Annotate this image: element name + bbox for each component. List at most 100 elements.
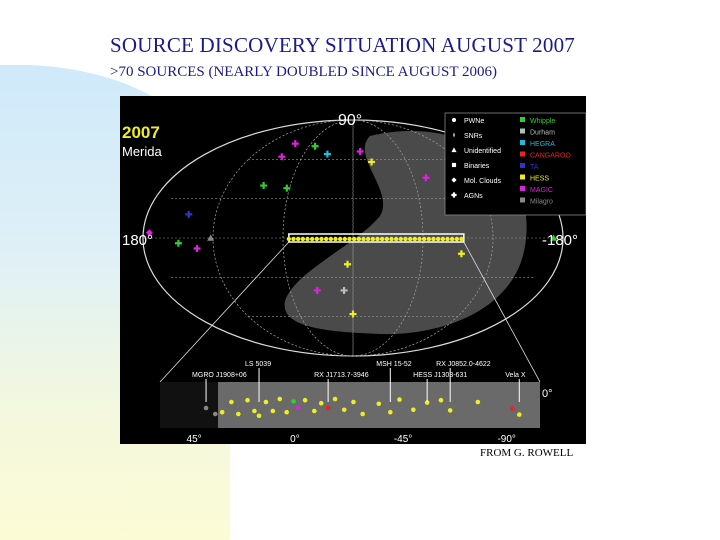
sky-source-point [313, 286, 321, 294]
plane-source-mark [403, 236, 408, 242]
inset-tick-label: 0° [290, 434, 300, 444]
legend-marker-icon [453, 132, 455, 138]
inset-panel [160, 382, 540, 428]
page-title: SOURCE DISCOVERY SITUATION AUGUST 2007 [110, 33, 575, 57]
plane-source-mark [421, 236, 427, 242]
credit-text: FROM G. ROWELL [480, 447, 574, 459]
plane-source-mark [347, 236, 352, 242]
sky-source-point [283, 184, 291, 192]
legend-experiment-label: TA [530, 164, 539, 171]
inset-tick-label: 45° [187, 434, 202, 444]
plane-source-mark [459, 236, 464, 242]
plane-source-mark [412, 236, 418, 242]
plane-source-mark [361, 236, 366, 242]
page-subtitle: >70 SOURCES (NEARLY DOUBLED SINCE AUGUST… [110, 64, 497, 80]
legend-experiment-label: MAGIC [530, 187, 553, 194]
inset-source-label: MGRO J1908+06 [192, 372, 247, 379]
plane-source-mark [440, 236, 446, 242]
plane-source-mark [333, 236, 338, 242]
inset-source-label: Vela X [505, 372, 526, 379]
plane-source-mark [384, 236, 390, 242]
inset-source-point [475, 399, 481, 405]
plane-source-mark [328, 236, 334, 242]
sky-source-point [368, 158, 376, 166]
inset-source-point [312, 408, 317, 414]
inset-source-point [256, 413, 262, 419]
inset-source-point [376, 401, 382, 407]
plane-source-mark [291, 236, 296, 242]
inset-source-label: HESS J1303-631 [413, 372, 467, 379]
plane-source-mark [314, 236, 320, 242]
inset-tick-label: -90° [497, 434, 515, 444]
legend-marker-label: PWNe [464, 118, 484, 125]
legend-experiment-label: HEGRA [530, 141, 555, 148]
legend-marker-icon [451, 162, 457, 168]
inset-source-point [203, 405, 209, 411]
legend-experiment-label: CANGAROO [530, 153, 571, 160]
inset-source-point [263, 399, 269, 405]
year-label: 2007 [122, 123, 160, 142]
sky-source-point [422, 174, 430, 182]
inset-source-point [411, 407, 416, 413]
legend-swatch [520, 163, 525, 168]
plane-source-mark [407, 236, 413, 242]
inset-source-point [510, 406, 515, 411]
inset-source-point [295, 405, 301, 411]
inset-source-point [332, 396, 338, 402]
sky-source-point [207, 234, 215, 241]
inset-source-point [245, 397, 250, 403]
legend-swatch [520, 140, 525, 145]
legend-marker-label: Unidentified [464, 148, 501, 155]
plane-source-mark [417, 236, 422, 242]
plane-source-mark [300, 236, 306, 242]
legend-experiment-label: Durham [530, 130, 555, 137]
sky-source-point [145, 229, 153, 237]
legend-experiment-label: HESS [530, 176, 549, 183]
inset-source-point [291, 399, 296, 404]
inset-source-point [302, 397, 308, 403]
sky-source-point [291, 140, 299, 148]
legend-marker-icon [451, 117, 457, 123]
plane-source-mark [319, 236, 324, 242]
inset-source-point [318, 400, 324, 406]
sky-source-point [323, 150, 331, 158]
plane-source-mark [305, 236, 310, 242]
sky-sources [145, 140, 558, 318]
legend-swatch [520, 117, 525, 122]
projection-line-left [159, 241, 290, 383]
inset-source-point [351, 399, 356, 405]
sky-source-point [457, 250, 465, 258]
sky-source-point [193, 244, 201, 252]
inset-tick-label: -45° [394, 434, 412, 444]
plane-source-mark [356, 236, 362, 242]
inset-source-point [270, 408, 276, 414]
plane-source-mark [337, 236, 343, 242]
inset-b-label: 0° [542, 388, 553, 400]
plane-inset: MGRO J1908+06 LS 5039 RX J1713.7-3946 MSH 1… [160, 361, 540, 444]
axis-label-left: 180° [122, 232, 153, 249]
inset-source-point [325, 405, 331, 411]
legend-experiment-label: Whipple [530, 118, 555, 125]
inset-source-point [284, 409, 289, 415]
legend-box [444, 112, 586, 216]
sky-source-point [550, 234, 558, 241]
legend-marker-label: Mol. Clouds [464, 178, 501, 185]
inset-source-point [277, 396, 283, 402]
projection-line-right [463, 241, 541, 383]
sky-map-chart: 2007 Merida 90° 180° -180° PWNe SNRs Unide… [120, 96, 586, 444]
plane-source-mark [309, 236, 315, 242]
inset-source-point [341, 407, 347, 413]
legend-swatch [520, 186, 525, 191]
inset-source-point [438, 397, 444, 403]
inset-source-label: RX J1713.7-3946 [314, 372, 369, 379]
inset-source-point [219, 409, 225, 415]
axis-label-right: -180° [542, 232, 578, 249]
sky-source-point [174, 239, 182, 247]
sky-source-point [356, 147, 364, 155]
legend: PWNe SNRs Unidentified Binaries Mol. Clouds A… [444, 112, 586, 216]
legend-marker-icon [451, 147, 457, 153]
sky-source-point [260, 182, 268, 190]
legend-marker-icon [451, 192, 457, 198]
plane-source-mark [342, 236, 348, 242]
inset-source-point [424, 400, 430, 405]
